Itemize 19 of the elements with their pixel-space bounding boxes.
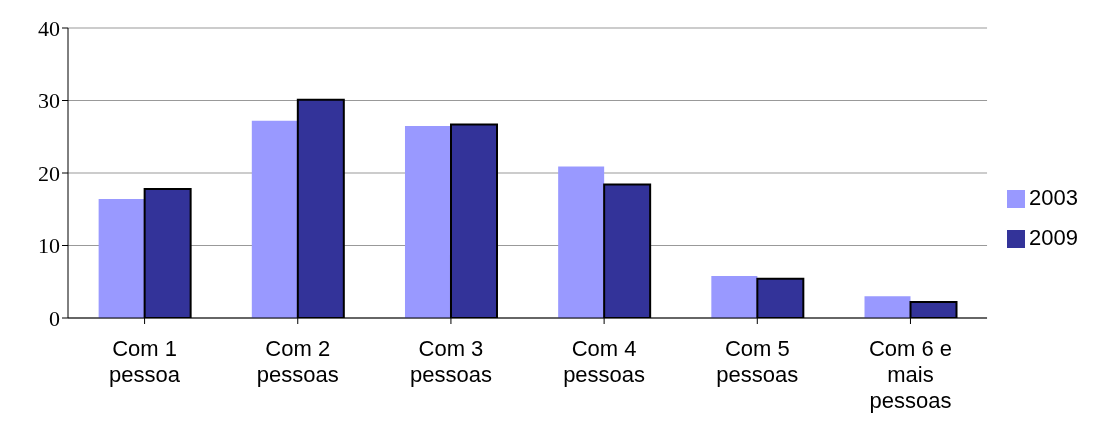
y-tick-label: 40 (38, 15, 60, 41)
bar (558, 166, 605, 318)
x-tick-label: Com 5 pessoas (716, 336, 799, 387)
bar (251, 120, 298, 318)
x-tick-label: Com 3 pessoas (409, 336, 492, 387)
x-tick-label: Com 2 pessoas (256, 336, 339, 387)
bar (711, 275, 758, 318)
y-tick-label: 10 (38, 233, 60, 259)
x-tick-label: Com 6 e mais pessoas (868, 336, 953, 413)
bar (98, 199, 145, 318)
y-tick-label: 0 (49, 305, 60, 331)
y-tick-label: 30 (38, 88, 60, 114)
x-tick-label: Com 4 pessoas (563, 336, 646, 387)
x-tick-label: Com 1 pessoa (109, 336, 181, 387)
y-tick-label: 20 (38, 160, 60, 186)
bar (404, 125, 451, 318)
bar (864, 296, 911, 318)
legend-label: 2003 (1029, 185, 1078, 210)
legend-label: 2009 (1029, 225, 1078, 250)
